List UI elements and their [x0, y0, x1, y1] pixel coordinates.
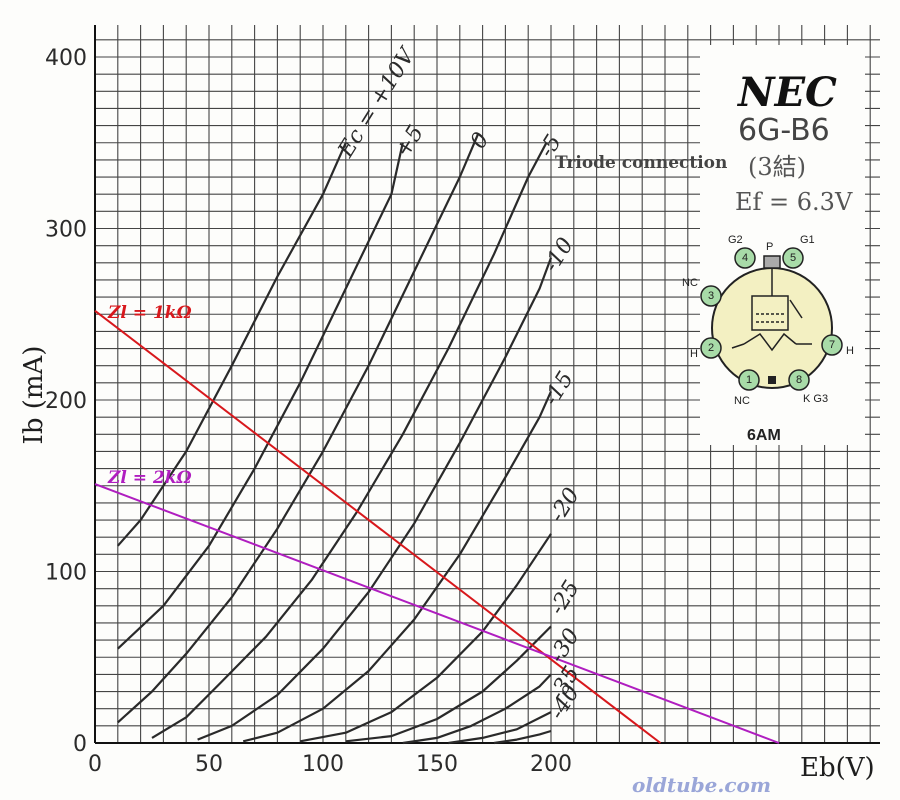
x-axis-label: Eb(V) — [800, 753, 875, 783]
heater-voltage: Ef = 6.3V — [735, 188, 853, 216]
curve-6 — [299, 533, 552, 743]
curve-1 — [117, 142, 404, 650]
base-key — [768, 376, 776, 384]
y-tick-label: 400 — [45, 46, 87, 71]
pin-8-icon — [788, 369, 810, 391]
curve-4 — [197, 257, 553, 741]
pin-name: H — [846, 345, 854, 357]
curve-7 — [345, 625, 552, 743]
pin-number: 4 — [742, 252, 748, 264]
brand-logo: NEC — [736, 69, 837, 116]
curve-label-1: +5 — [391, 121, 429, 162]
pin-number: 1 — [746, 374, 752, 386]
curve-10 — [493, 729, 552, 745]
y-tick-label: 200 — [45, 389, 87, 414]
pin-number: 2 — [708, 342, 714, 354]
x-tick-label: 200 — [530, 752, 572, 777]
curve-2 — [117, 133, 480, 724]
pin-1-icon — [738, 369, 760, 391]
curve-5 — [242, 390, 553, 743]
curve-label-2: 0 — [466, 128, 495, 153]
curve-0 — [116, 142, 347, 547]
tube-info-panel: NEC 6G-B6 (3結) Ef = 6.3V Triode connecti… — [555, 45, 865, 445]
x-tick-label: 0 — [88, 752, 102, 777]
curve-8 — [402, 673, 552, 745]
pin-7-icon — [821, 334, 843, 356]
pin-name: NC — [734, 395, 750, 407]
curve-label-4: -10 — [539, 234, 579, 277]
pin-number: 7 — [829, 339, 835, 351]
curves — [116, 133, 553, 745]
load-line-label-2k: Zl = 2kΩ — [107, 468, 192, 488]
pin-3-icon — [700, 285, 722, 307]
pin-5-icon — [782, 247, 804, 269]
pin-number: 8 — [796, 374, 802, 386]
y-tick-label: 100 — [45, 561, 87, 586]
pin-label-p: P — [766, 241, 773, 253]
tube-model: 6G-B6 — [738, 113, 830, 148]
pin-name: K G3 — [803, 393, 828, 405]
curve-3 — [151, 142, 548, 739]
pin-4-icon — [734, 247, 756, 269]
x-tick-label: 150 — [416, 752, 458, 777]
pin-name: H — [690, 348, 698, 360]
curve-9 — [448, 711, 552, 745]
y-axis-label: Ib (mA) — [19, 346, 49, 445]
pin-name: NC — [682, 277, 698, 289]
watermark: oldtube.com — [632, 773, 771, 797]
x-tick-label: 100 — [302, 752, 344, 777]
pin-name: G1 — [800, 234, 815, 246]
electrode-structure-icon — [731, 268, 812, 352]
x-tick-label: 50 — [195, 752, 223, 777]
base-type-label: 6AM — [747, 427, 781, 444]
tick-labels: 0 100 200 300 400 0 50 100 150 200 — [45, 46, 572, 777]
pin-number: 5 — [790, 252, 796, 264]
load-lines — [94, 310, 780, 744]
load-line-1 — [94, 483, 780, 744]
y-tick-label: 300 — [45, 218, 87, 243]
load-line-0 — [94, 310, 662, 744]
pin-number: 3 — [708, 290, 714, 302]
connection-subtitle: (3結) — [748, 153, 806, 181]
load-line-label-1k: Zl = 1kΩ — [107, 303, 192, 323]
y-tick-label: 0 — [73, 732, 87, 757]
plate-cap — [763, 255, 781, 269]
triode-connection-note: Triode connection — [555, 153, 727, 173]
pin-2-icon — [700, 337, 722, 359]
pin-name: G2 — [728, 234, 743, 246]
